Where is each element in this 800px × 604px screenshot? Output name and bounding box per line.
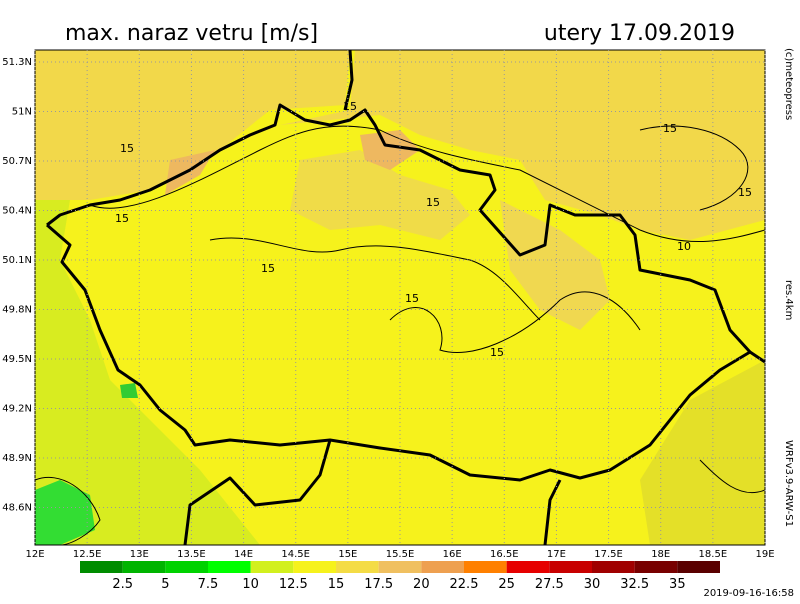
colorbar-swatch (421, 561, 464, 573)
lon-label: 13.5E (177, 549, 206, 560)
map-field (35, 50, 765, 545)
lon-label: 12E (25, 549, 44, 560)
field-peak (360, 130, 420, 170)
colorbar-label: 27.5 (535, 577, 564, 592)
lon-label: 16.5E (490, 549, 519, 560)
lat-label: 49.2N (2, 404, 32, 415)
lon-label: 14E (234, 549, 253, 560)
lat-label: 49.5N (2, 354, 32, 365)
title: max. naraz vetru [m/s] (65, 21, 318, 46)
colorbar-label: 35 (669, 577, 686, 592)
colorbar-label: 12.5 (279, 577, 308, 592)
colorbar-label: 32.5 (620, 577, 649, 592)
contour-label: 15 (738, 186, 752, 199)
colorbar-label: 15 (328, 577, 345, 592)
lon-label: 17.5E (594, 549, 623, 560)
colorbar-swatch (592, 561, 635, 573)
field-low (35, 190, 260, 545)
field-green (35, 480, 95, 545)
colorbar-label: 25 (498, 577, 515, 592)
contour-label: 10 (677, 240, 691, 253)
lon-label: 16E (443, 549, 462, 560)
contour-label: 15 (120, 142, 134, 155)
field-high (35, 50, 350, 200)
lat-label: 50.1N (2, 255, 32, 266)
lat-label: 50.4N (2, 206, 32, 217)
model-name: WRFv3.9-ARW-S1 (783, 440, 794, 527)
colorbar-swatch (677, 561, 720, 573)
lon-label: 14.5E (281, 549, 310, 560)
lat-label: 48.9N (2, 453, 32, 464)
contours (35, 125, 765, 545)
colorbar-swatch (336, 561, 379, 573)
timestamp: 2019-09-16-16:58 (703, 588, 794, 599)
field-high (280, 50, 765, 240)
colorbar-label: 5 (161, 577, 169, 592)
lon-label: 18.5E (699, 549, 728, 560)
field-low (640, 360, 765, 545)
contour-label: 15 (663, 122, 677, 135)
lon-label: 17E (547, 549, 566, 560)
colorbar-label: 2.5 (112, 577, 133, 592)
lat-label: 48.6N (2, 503, 32, 514)
graticule (34, 50, 766, 545)
lon-label: 19E (755, 549, 774, 560)
colorbar-label: 7.5 (198, 577, 219, 592)
colorbar-label: 17.5 (364, 577, 393, 592)
colorbar-label: 22.5 (450, 577, 479, 592)
colorbar-swatch (293, 561, 336, 573)
colorbar-swatch (80, 561, 123, 573)
contour-label: 15 (426, 196, 440, 209)
borders (46, 50, 765, 545)
lon-label: 15E (338, 549, 357, 560)
contour-label: 15 (490, 346, 504, 359)
colorbar-swatch (122, 561, 166, 573)
field-high (290, 150, 470, 240)
lat-label: 49.8N (2, 305, 32, 316)
colorbar-swatch (464, 561, 507, 573)
lon-label: 12.5E (73, 549, 102, 560)
colorbar-label: 20 (413, 577, 430, 592)
field-green (120, 383, 138, 398)
lon-label: 15.5E (386, 549, 415, 560)
copyright: (c)meteopress (783, 48, 794, 120)
lat-label: 50.7N (2, 156, 32, 167)
contour-label: 15 (343, 100, 357, 113)
lat-label: 51N (12, 107, 32, 118)
colorbar-swatch (208, 561, 251, 573)
lon-label: 18E (651, 549, 670, 560)
lat-label: 51.3N (2, 57, 32, 68)
colorbar-swatch (506, 561, 550, 573)
colorbar-label: 10 (242, 577, 259, 592)
lon-label: 13E (130, 549, 149, 560)
contour-label: 15 (405, 292, 419, 305)
field-high (500, 200, 610, 330)
colorbar-swatch (250, 561, 294, 573)
colorbar-label: 30 (584, 577, 601, 592)
contour-label: 15 (115, 212, 129, 225)
resolution: res.4km (783, 280, 794, 320)
colorbar-swatch (549, 561, 592, 573)
date: utery 17.09.2019 (544, 21, 735, 46)
colorbar-swatch (634, 561, 678, 573)
colorbar-swatch (165, 561, 208, 573)
colorbar-swatch (378, 561, 422, 573)
contour-label: 15 (261, 262, 275, 275)
